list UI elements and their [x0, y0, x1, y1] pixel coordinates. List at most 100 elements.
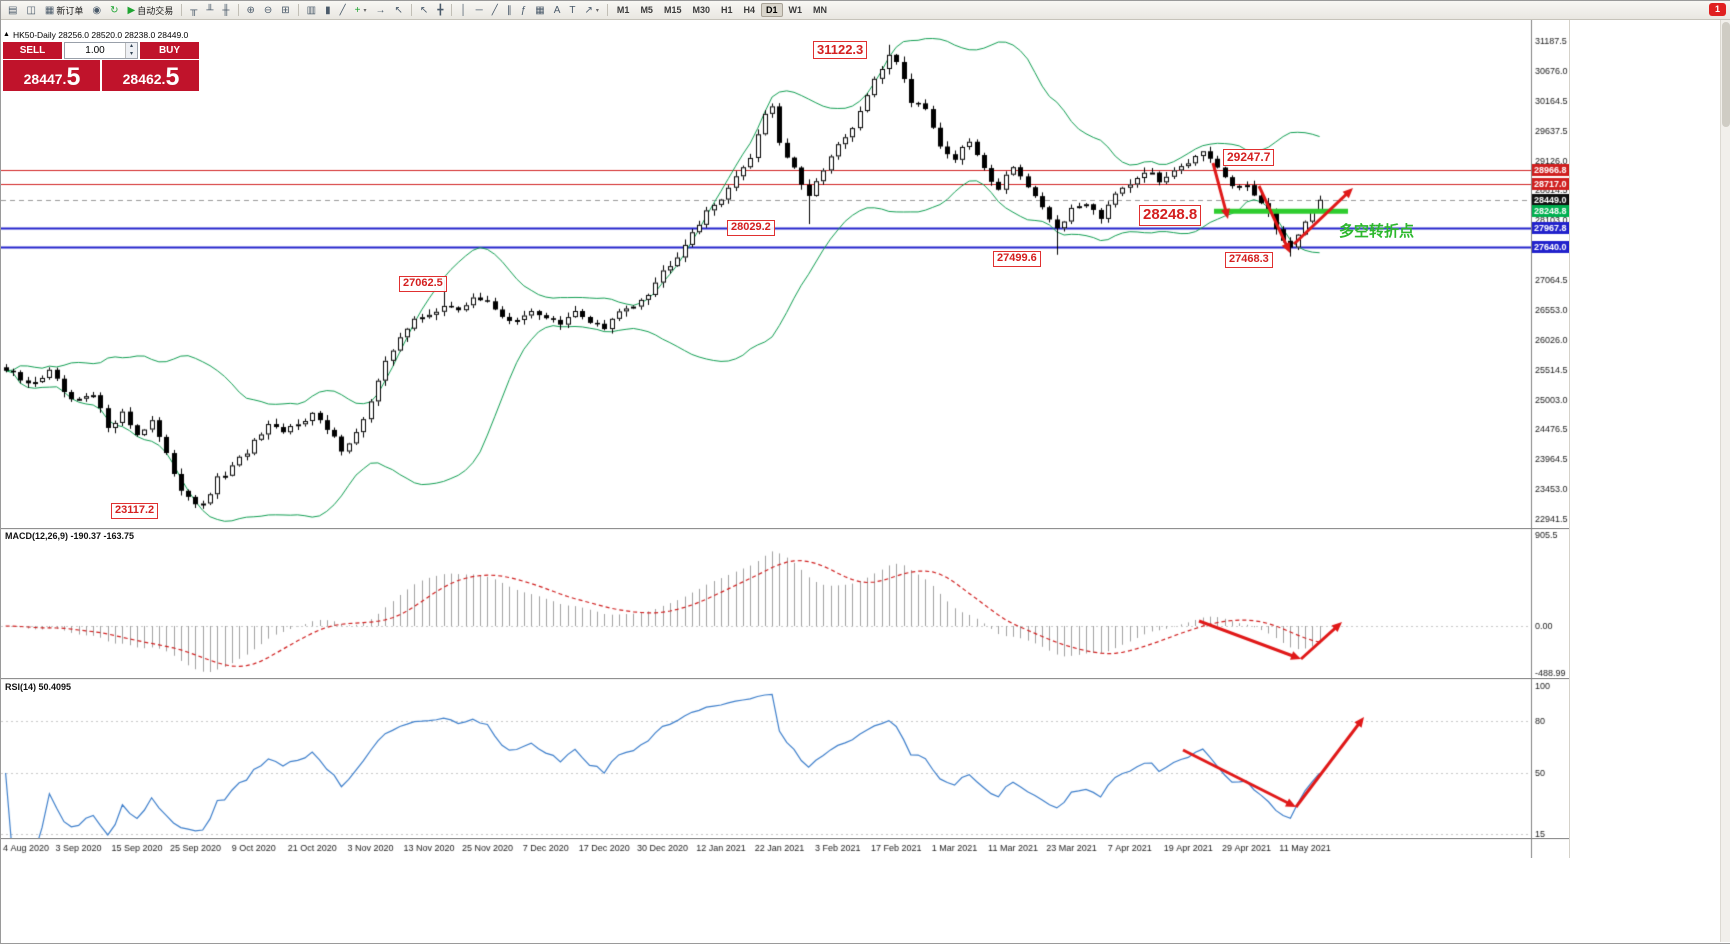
buy-price-display[interactable]: 28462. 5	[102, 60, 199, 91]
cursor-icon: ↖	[419, 4, 429, 16]
zoom-out-icon: ⊖	[263, 4, 273, 16]
arrows-icon: ↗	[584, 4, 593, 16]
sell-price-main: 28447.	[23, 71, 67, 87]
toolbar-separator	[410, 4, 412, 16]
candlestick-chart-icon: ▮	[325, 4, 331, 16]
auto-trading-button[interactable]: ▶ 自动交易	[124, 2, 178, 19]
horizontal-line-button[interactable]: ─	[472, 2, 487, 19]
zoom-out-button[interactable]: ⊖	[260, 2, 276, 19]
fibonacci-button[interactable]: ƒ	[517, 2, 531, 19]
channel-icon: ∥	[506, 4, 512, 16]
channel-button[interactable]: ∥	[503, 2, 516, 19]
one-click-trading-panel: ▲ HK50-Daily 28256.0 28520.0 28238.0 284…	[3, 28, 199, 91]
buy-price-big-digit: 5	[165, 63, 179, 91]
crosshair-button[interactable]: ╋	[433, 2, 447, 19]
symbol-title: HK50-Daily 28256.0 28520.0 28238.0 28449…	[12, 29, 189, 40]
timeframe-m15-button[interactable]: M15	[663, 5, 682, 15]
tile-windows-icon: ⊞	[281, 4, 290, 16]
vertical-line-button[interactable]: │	[456, 2, 470, 19]
zoom-in-icon: ⊕	[246, 4, 255, 16]
refresh-button[interactable]: ↻	[106, 2, 122, 19]
vertical-scrollbar[interactable]	[1720, 19, 1730, 942]
collapse-arrow-icon[interactable]: ▲	[3, 31, 10, 38]
toolbar-separator	[237, 4, 239, 16]
new-chart-button[interactable]: ▤	[4, 2, 21, 19]
horizontal-line-icon: ─	[475, 4, 483, 16]
indicators-button[interactable]: + ▾	[351, 2, 371, 19]
zoom-in-button[interactable]: ⊕	[243, 2, 259, 19]
new-chart-icon: ▤	[8, 4, 18, 16]
text-label-button[interactable]: T	[565, 2, 579, 19]
candlestick-chart-button[interactable]: ▮	[321, 2, 335, 19]
auto-trading-icon: ▶	[127, 4, 136, 16]
rsi-label: RSI(14) 50.4095	[5, 682, 72, 692]
sell-price-display[interactable]: 28447. 5	[3, 60, 100, 91]
trendline-icon: ╱	[491, 4, 498, 16]
timeframe-w1-button[interactable]: W1	[788, 5, 803, 15]
main-price-chart-canvas[interactable]	[1, 19, 1569, 528]
timeframe-m1-button[interactable]: M1	[616, 5, 630, 15]
timeframe-h4-button[interactable]: H4	[743, 5, 756, 15]
data-window-button[interactable]: ╨	[202, 2, 217, 19]
auto-scroll-button[interactable]: →	[372, 2, 390, 19]
scrollbar-thumb[interactable]	[1722, 22, 1730, 127]
grid-icon: ▦	[535, 4, 545, 16]
chart-profile-button[interactable]: ◫	[22, 2, 39, 19]
buy-button-label: BUY	[158, 45, 181, 56]
buy-button[interactable]: BUY	[140, 42, 199, 59]
grid-button[interactable]: ▦	[531, 2, 548, 19]
text-icon: A	[553, 4, 561, 16]
rsi-indicator-canvas[interactable]	[1, 678, 1569, 838]
timeframe-d1-button[interactable]: D1	[761, 3, 783, 17]
new-order-button[interactable]: ▦ 新订单	[41, 2, 87, 19]
alerts-icon: ◉	[92, 4, 102, 16]
alerts-button[interactable]: ◉	[88, 2, 105, 19]
macd-label: MACD(12,26,9) -190.37 -163.75	[5, 531, 135, 541]
crosshair-icon: ╋	[437, 4, 444, 16]
trendline-button[interactable]: ╱	[488, 2, 502, 19]
toolbar-separator	[297, 4, 299, 16]
volume-down-icon[interactable]: ▾	[126, 50, 137, 58]
volume-input[interactable]: 1.00 ▴ ▾	[64, 42, 138, 59]
time-axis-canvas[interactable]	[1, 838, 1569, 858]
object-list-icon: ╫	[222, 4, 230, 16]
auto-trading-button-label: 自动交易	[137, 5, 174, 16]
sell-button[interactable]: SELL	[3, 42, 62, 59]
cursor-button[interactable]: ↖	[416, 2, 432, 19]
sell-button-label: SELL	[19, 45, 46, 56]
volume-up-icon[interactable]: ▴	[126, 43, 137, 51]
auto-scroll-icon: →	[375, 4, 386, 16]
text-button[interactable]: A	[550, 2, 565, 19]
bar-chart-button[interactable]: ▥	[303, 2, 320, 19]
toolbar-separator	[181, 4, 183, 16]
indicator-window-icon: ╥	[190, 4, 198, 16]
buy-price-main: 28462.	[122, 71, 166, 87]
sell-price-big-digit: 5	[66, 63, 80, 91]
volume-value[interactable]: 1.00	[85, 45, 105, 56]
chart-shift-button[interactable]: ↖	[391, 2, 407, 19]
new-order-button-label: 新订单	[56, 5, 84, 16]
chart-shift-icon: ↖	[394, 4, 403, 16]
fibonacci-icon: ƒ	[520, 4, 527, 16]
arrows-button-caret-icon: ▾	[595, 7, 599, 14]
timeframe-m30-button[interactable]: M30	[692, 5, 710, 15]
indicators-icon: +	[354, 4, 361, 16]
toolbar-separator	[451, 4, 453, 16]
bar-chart-icon: ▥	[306, 4, 317, 16]
object-list-button[interactable]: ╫	[218, 2, 233, 19]
arrows-button[interactable]: ↗ ▾	[581, 2, 603, 19]
indicators-button-caret-icon: ▾	[363, 7, 367, 14]
timeframe-mn-button[interactable]: MN	[813, 5, 828, 15]
indicator-window-button[interactable]: ╥	[186, 2, 201, 19]
chart-right-border	[1569, 19, 1570, 858]
macd-indicator-canvas[interactable]	[1, 528, 1569, 678]
notification-badge[interactable]: 1	[1709, 3, 1726, 16]
vertical-line-icon: │	[460, 4, 467, 16]
timeframe-m5-button[interactable]: M5	[640, 5, 653, 15]
line-chart-button[interactable]: ╱	[336, 2, 350, 19]
line-chart-icon: ╱	[339, 4, 346, 16]
tile-windows-button[interactable]: ⊞	[277, 2, 293, 19]
timeframe-h1-button[interactable]: H1	[720, 5, 733, 15]
chart-profile-icon: ◫	[26, 4, 36, 16]
